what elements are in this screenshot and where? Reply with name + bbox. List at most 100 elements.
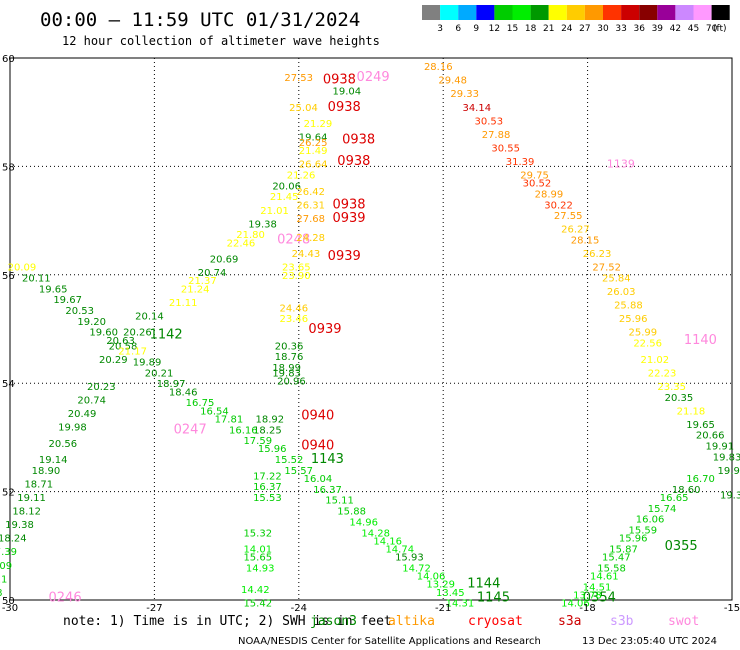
wave-height-label: 15.42	[243, 599, 272, 610]
wave-height-label: 20.74	[77, 395, 106, 406]
wave-height-label: 14.93	[246, 563, 275, 574]
colorbar-swatch	[675, 5, 694, 20]
wave-height-label: 26.27	[561, 225, 590, 236]
wave-height-label: 20.74	[198, 268, 227, 279]
wave-height-label: 21.18	[677, 406, 706, 417]
colorbar-label: 30	[597, 24, 609, 34]
colorbar-swatch	[693, 5, 712, 20]
wave-height-label: 15.57	[284, 466, 313, 477]
wave-height-label: 0938	[328, 100, 361, 115]
wave-height-label: 18.25	[253, 425, 282, 436]
wave-height-label: 25.88	[614, 301, 643, 312]
colorbar-swatch	[657, 5, 676, 20]
wave-height-label: 17.28	[0, 588, 3, 599]
wave-height-label: 30.52	[523, 179, 552, 190]
wave-height-label: 15.87	[609, 545, 638, 556]
colorbar-label: 12	[489, 24, 500, 34]
y-tick-label: 54	[2, 379, 15, 390]
wave-height-label: 14.42	[241, 585, 270, 596]
wave-height-label: 14.16	[373, 536, 402, 547]
wave-height-label: 15.93	[395, 553, 424, 564]
wave-height-label: 20.29	[99, 355, 128, 366]
wave-height-label: 24.46	[280, 303, 309, 314]
wave-height-label: 15.52	[275, 455, 304, 466]
y-tick-label: 58	[2, 162, 15, 173]
wave-height-label: 19.98	[58, 423, 87, 434]
wave-height-label: 17.39	[0, 547, 17, 558]
wave-height-label: 21.29	[304, 119, 333, 130]
wave-height-label: 16.37	[253, 482, 282, 493]
wave-height-label: 0938	[337, 154, 370, 169]
chart-subtitle: 12 hour collection of altimeter wave hei…	[62, 34, 380, 48]
wave-height-label: 15.88	[337, 507, 366, 518]
wave-height-label: 26.03	[607, 287, 636, 298]
wave-height-label: 18.99	[272, 363, 301, 374]
wave-height-label: 26.25	[299, 138, 328, 149]
wave-height-label: 19.38	[5, 520, 34, 531]
wave-height-label: 25.84	[602, 274, 631, 285]
wave-height-label: 18.46	[169, 387, 198, 398]
wave-height-label: 28.99	[535, 190, 564, 201]
wave-height-label: 21.49	[299, 146, 328, 157]
wave-height-label: 1142	[150, 327, 183, 342]
wave-height-label: 16.54	[200, 406, 229, 417]
wave-height-label: 20.53	[65, 306, 94, 317]
wave-height-label: 14.74	[385, 545, 414, 556]
wave-height-label: 17.22	[253, 471, 282, 482]
wave-height-label: 18.92	[255, 414, 284, 425]
wave-height-label: 20.35	[665, 393, 694, 404]
wave-height-label: 20.36	[275, 341, 304, 352]
wave-height-label: 0940	[301, 439, 334, 454]
wave-height-label: 20.21	[145, 368, 174, 379]
timestamp-text: 13 Dec 23:05:40 UTC 2024	[582, 636, 717, 647]
wave-height-label: 20.14	[135, 311, 164, 322]
wave-height-label: 18.60	[672, 485, 701, 496]
wave-height-label: 21.80	[236, 230, 265, 241]
wave-height-label: 19.93	[718, 466, 740, 477]
x-tick-label: -27	[146, 603, 162, 614]
colorbar-label: 36	[633, 24, 645, 34]
wave-height-label: 0939	[328, 249, 361, 264]
wave-height-label: 24.43	[292, 249, 321, 260]
wave-height-label: 20.96	[277, 376, 306, 387]
colorbar-label: 15	[507, 24, 518, 34]
wave-height-label: 15.96	[619, 534, 648, 545]
legend-entry: s3b	[610, 614, 634, 629]
wave-height-label: 0248	[277, 233, 310, 248]
colorbar-label: 6	[455, 24, 461, 34]
credit-text: NOAA/NESDIS Center for Satellite Applica…	[238, 636, 541, 647]
wave-height-label: 0938	[323, 73, 356, 88]
y-tick-label: 50	[2, 596, 15, 607]
wave-height-label: 19.04	[332, 87, 361, 98]
wave-height-label: 30.22	[544, 200, 573, 211]
x-tick-label: -30	[2, 603, 18, 614]
colorbar-label: 24	[561, 24, 573, 34]
wave-height-label: 25.96	[619, 314, 648, 325]
wave-height-label: 20.58	[109, 341, 138, 352]
wave-height-label: 19.64	[299, 133, 328, 144]
wave-height-label: 20.56	[49, 439, 78, 450]
wave-height-label: 18.12	[12, 507, 41, 518]
colorbar-swatch	[422, 5, 441, 20]
wave-height-label: 23.65	[282, 263, 311, 274]
wave-height-label: 0938	[332, 197, 365, 212]
wave-height-label: 0939	[332, 211, 365, 226]
wave-height-label: 26.42	[296, 187, 325, 198]
colorbar-label: 45	[688, 24, 699, 34]
wave-height-label: 23.90	[282, 271, 311, 282]
legend-entry: swot	[668, 614, 699, 629]
wave-height-label: 20.09	[8, 263, 37, 274]
wave-height-label: 20.06	[272, 181, 301, 192]
wave-height-label: 22.56	[633, 339, 662, 350]
wave-height-label: 16.65	[660, 493, 689, 504]
colorbar-label: 33	[615, 24, 626, 34]
wave-height-label: 15.58	[597, 563, 626, 574]
y-tick-label: 60	[2, 54, 15, 65]
wave-height-label: 20.49	[68, 409, 97, 420]
wave-height-label: 13.29	[426, 580, 455, 591]
colorbar-swatch	[621, 5, 640, 20]
colorbar-label: 39	[652, 24, 664, 34]
wave-height-label: 21.26	[287, 171, 316, 182]
wave-height-label: 0940	[301, 409, 334, 424]
